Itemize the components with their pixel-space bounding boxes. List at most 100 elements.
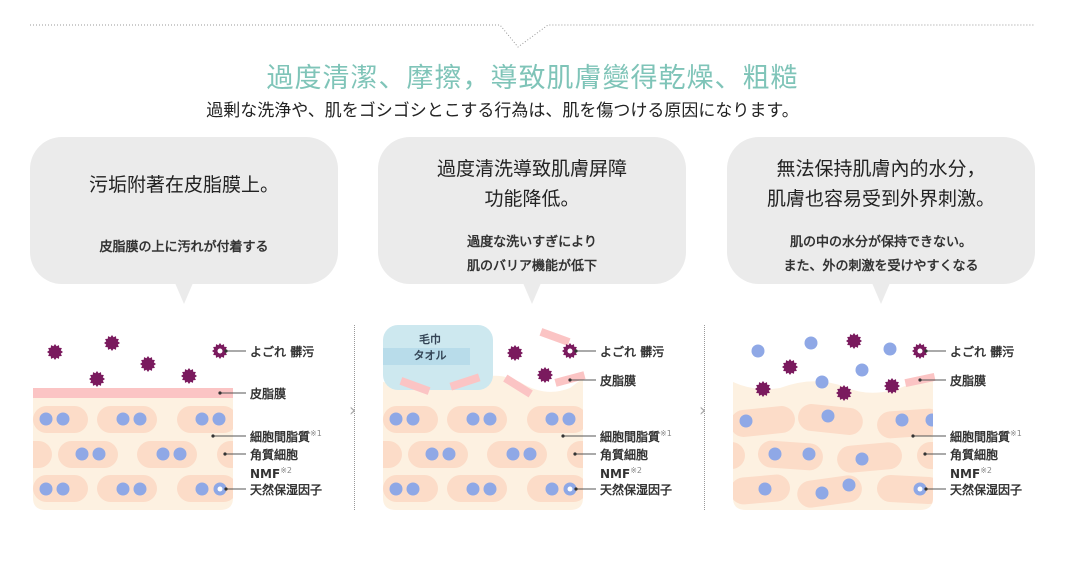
corneocyte-cell xyxy=(837,442,902,473)
bubble-sub-line: 過度な洗いすぎにより xyxy=(467,235,597,250)
speech-bubble-3: 無法保持肌膚內的水分， 肌膚也容易受到外界刺激。 肌の中の水分が保持できない。 … xyxy=(727,137,1035,304)
nmf-dot xyxy=(39,412,53,426)
nmf-dot xyxy=(466,412,480,426)
nmf-dot xyxy=(156,447,170,461)
nmf-dot xyxy=(545,412,559,426)
nmf-dot xyxy=(758,482,772,496)
label-corneocyte: 角質細胞 xyxy=(600,446,648,463)
leader-dot xyxy=(923,452,927,456)
bubble-sub-text: 過度な洗いすぎにより 肌のバリア機能が低下 xyxy=(378,231,686,279)
bubble-sub-line: 肌の中の水分が保持できない。 xyxy=(789,235,972,250)
label-text: 天然保湿因子 xyxy=(250,483,323,497)
label-text: よごれ 髒污 xyxy=(950,345,1015,359)
towel-label: 毛巾 タオル xyxy=(405,332,455,364)
leader-dot xyxy=(574,349,578,353)
corneocyte-cell xyxy=(877,408,933,439)
nmf-dot xyxy=(92,447,106,461)
nmf-dot xyxy=(56,482,70,496)
nmf-dot xyxy=(545,482,559,496)
nmf-dot xyxy=(389,412,403,426)
nmf-dot xyxy=(75,447,89,461)
leader-dot xyxy=(568,378,572,382)
bubble-sub-line: 肌のバリア機能が低下 xyxy=(466,259,597,274)
label-text: 角質細胞 xyxy=(950,448,999,462)
nmf-dot xyxy=(483,482,497,496)
bubble-tail xyxy=(175,283,193,304)
dirt-particle xyxy=(140,356,156,372)
nmf-dot xyxy=(842,478,856,492)
nmf-dot xyxy=(195,412,209,426)
corneocyte-cell xyxy=(217,441,233,468)
bubble-sub-line: また、外の刺激を受けやすくなる xyxy=(783,259,979,274)
skin-illustration xyxy=(33,335,246,510)
nmf-dot xyxy=(133,412,147,426)
leader-dot xyxy=(911,434,915,438)
nmf-dot xyxy=(133,482,147,496)
corneocyte-cell xyxy=(733,406,795,437)
marker-center xyxy=(217,486,223,492)
leader-dot xyxy=(223,452,227,456)
leader-dot xyxy=(924,487,928,491)
label-sebum: 皮脂膜 xyxy=(950,372,986,389)
nmf-dot xyxy=(523,447,537,461)
dirt-particle-shape xyxy=(846,333,862,349)
dirt-particle-shape xyxy=(47,344,63,360)
nmf-dot xyxy=(442,447,456,461)
cell-layer xyxy=(33,406,233,502)
nmf-dot xyxy=(406,482,420,496)
footnote-mark: ※1 xyxy=(660,429,672,438)
skin-diagram-normal: よごれ 髒污 皮脂膜 細胞間脂質※1 角質細胞 NMF※2 天然保湿因子 xyxy=(20,320,350,520)
label-text: NMF xyxy=(950,467,981,481)
legend-dirt-marker xyxy=(562,343,578,359)
nmf-dot xyxy=(802,447,816,461)
dirt-particle-shape xyxy=(836,385,852,401)
bubble-main-line: 無法保持肌膚內的水分， xyxy=(776,158,986,180)
sebum-fragment xyxy=(399,377,431,395)
label-nmf: NMF※2 xyxy=(950,466,992,481)
marker-center xyxy=(567,348,573,354)
dirt-particle-shape xyxy=(104,335,120,351)
nmf-dot xyxy=(751,344,765,358)
nmf-dot xyxy=(815,486,829,500)
nmf-dot xyxy=(39,482,53,496)
panel-divider xyxy=(704,325,705,510)
bubble-tail xyxy=(523,283,541,304)
label-dirt: よごれ 髒污 xyxy=(950,343,1014,360)
label-nmf: NMF※2 xyxy=(250,466,292,481)
leader-dot xyxy=(224,349,228,353)
nmf-dot xyxy=(562,412,576,426)
footnote-mark: ※1 xyxy=(1010,429,1022,438)
corneocyte-cell xyxy=(383,441,402,468)
skin-diagram-towel-rubbing: よごれ 髒污 皮脂膜 細胞間脂質※1 角質細胞 NMF※2 天然保湿因子 毛巾 タオル xyxy=(370,320,700,520)
nmf-dot xyxy=(768,447,782,461)
label-text: 天然保湿因子 xyxy=(950,483,1023,497)
dirt-particle-shape xyxy=(140,356,156,372)
nmf-dot xyxy=(56,412,70,426)
label-text: 角質細胞 xyxy=(600,448,649,462)
nmf-dot xyxy=(212,412,226,426)
nmf-dot xyxy=(173,447,187,461)
sebum-fragment xyxy=(539,328,571,346)
nmf-dot xyxy=(506,447,520,461)
leader-dot xyxy=(918,378,922,382)
dirt-particle-shape xyxy=(755,381,771,397)
sebum-fragment xyxy=(503,374,533,398)
dirt-particle xyxy=(846,333,862,349)
label-intercellular-lipid: 細胞間脂質※1 xyxy=(250,428,322,445)
legend-dirt-marker xyxy=(912,343,928,359)
skin-illustration xyxy=(383,325,596,510)
dirt-particle xyxy=(884,378,900,394)
nmf-dot xyxy=(815,375,829,389)
nmf-dot xyxy=(466,482,480,496)
speech-bubble-1: 污垢附著在皮脂膜上。 皮脂膜の上に汚れが付着する xyxy=(30,137,338,304)
label-corneocyte: 角質細胞 xyxy=(250,446,298,463)
leader-dot xyxy=(573,452,577,456)
nmf-dot xyxy=(895,413,909,427)
bubble-main-line: 肌膚也容易受到外界刺激。 xyxy=(766,188,995,210)
dirt-particle xyxy=(755,381,771,397)
label-text: 皮脂膜 xyxy=(600,374,637,388)
corneocyte-cell xyxy=(917,442,933,469)
leader-dot xyxy=(224,487,228,491)
panel-divider xyxy=(354,325,355,510)
nmf-dot xyxy=(195,482,209,496)
